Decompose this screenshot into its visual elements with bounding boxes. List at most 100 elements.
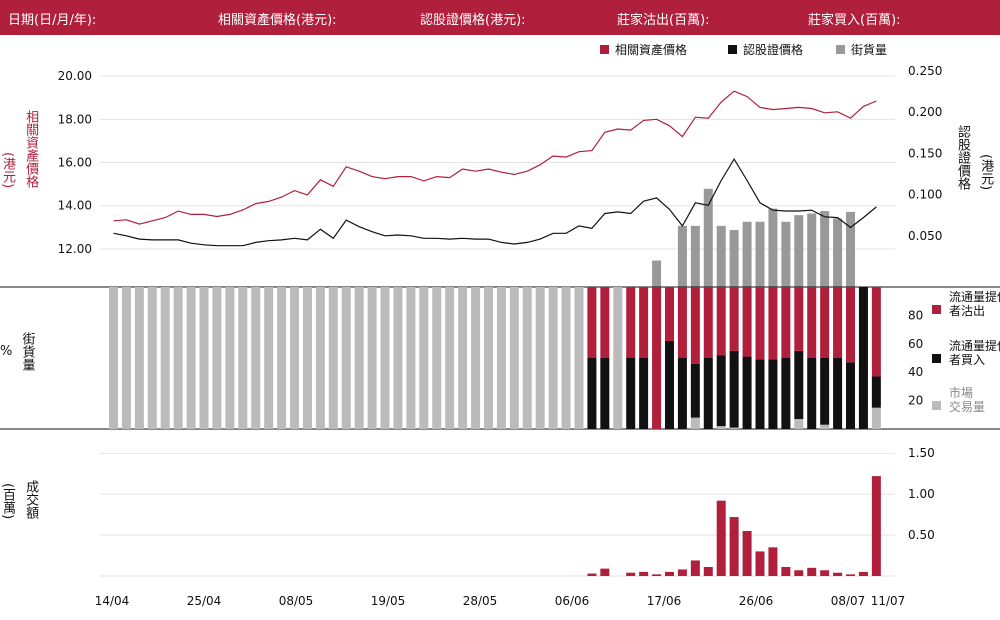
lp-buy-bar — [768, 359, 778, 429]
x-tick-label: 17/06 — [647, 594, 682, 608]
market-volume-bar — [277, 287, 287, 429]
lp-sell-bar — [677, 287, 687, 358]
mid-legend-label: 市場交易量 — [949, 385, 985, 414]
lp-sell-bar — [716, 287, 726, 356]
market-volume-bar — [535, 287, 545, 429]
lp-buy-bar — [600, 358, 610, 429]
x-tick-label: 08/05 — [279, 594, 314, 608]
top-right-tick: 0.100 — [908, 188, 942, 202]
outstanding-bar — [729, 230, 739, 287]
outstanding-bar — [820, 211, 830, 287]
lp-sell-bar — [703, 287, 713, 358]
market-volume-bar — [315, 287, 325, 429]
outstanding-bar — [716, 225, 726, 287]
outstanding-bar — [677, 225, 687, 287]
market-volume-bar — [458, 287, 468, 429]
outstanding-bar — [846, 211, 856, 287]
turnover-bar — [677, 569, 687, 576]
legend-swatch — [836, 45, 845, 54]
lp-sell-bar — [871, 287, 881, 377]
top-right-axis-title: 認股證價格 — [955, 125, 970, 190]
outstanding-bar — [652, 260, 662, 287]
market-volume-bar — [445, 287, 455, 429]
turnover-bar — [742, 530, 752, 576]
top-left-tick: 16.00 — [58, 156, 92, 170]
lp-buy-bar — [587, 358, 597, 429]
market-volume-bar — [561, 287, 571, 429]
top-left-tick: 12.00 — [58, 242, 92, 256]
market-volume-bar — [147, 287, 157, 429]
lp-sell-bar — [626, 287, 636, 358]
market-volume-bar — [134, 287, 144, 429]
turnover-bar — [600, 568, 610, 576]
outstanding-bar — [794, 215, 804, 287]
outstanding-bar — [833, 218, 843, 287]
market-volume-bar — [199, 287, 209, 429]
market-volume-bar — [302, 287, 312, 429]
turnover-bar — [794, 570, 804, 576]
lp-sell-bar — [587, 287, 597, 358]
lp-buy-bar — [755, 359, 765, 429]
market-volume-bar — [238, 287, 248, 429]
mid-left-axis-label: % 街貨量 — [0, 332, 35, 371]
mid-legend-swatch — [932, 401, 941, 410]
market-volume-bar — [522, 287, 532, 429]
market-volume-bar — [574, 287, 584, 429]
market-volume-bar — [173, 287, 183, 429]
market-volume-bar — [548, 287, 558, 429]
turnover-bar — [871, 476, 881, 576]
top-right-axis-unit: (港元) — [978, 153, 994, 190]
market-volume-bar — [509, 287, 519, 429]
market-volume-bar — [225, 287, 235, 429]
lp-sell-bar — [781, 287, 791, 358]
turnover-bar — [587, 573, 597, 576]
market-volume-bar — [380, 287, 390, 429]
top-right-tick: 0.200 — [908, 105, 942, 119]
market-volume-bar — [483, 287, 493, 429]
lp-sell-bar — [639, 287, 649, 358]
legend-label: 相關資產價格 — [615, 42, 687, 57]
lp-buy-bar — [703, 358, 713, 429]
market-volume-bar — [290, 287, 300, 429]
lp-buy-bar — [871, 376, 881, 408]
turnover-bar — [768, 547, 778, 576]
market-volume-bar — [613, 287, 623, 429]
market-volume-bar — [406, 287, 416, 429]
lp-sell-bar — [807, 287, 817, 358]
market-volume-bar — [367, 287, 377, 429]
bottom-right-tick: 1.50 — [908, 446, 935, 460]
market-volume-bar — [871, 407, 881, 429]
lp-buy-bar — [794, 350, 804, 420]
legend-label: 街貨量 — [851, 42, 887, 57]
market-volume-bar — [471, 287, 481, 429]
lp-sell-bar — [846, 287, 856, 363]
lp-sell-bar — [742, 287, 752, 357]
turnover-bar — [716, 500, 726, 576]
legend-label: 認股證價格 — [743, 42, 803, 57]
lp-sell-bar — [820, 287, 830, 358]
top-left-tick: 18.00 — [58, 112, 92, 126]
legend-swatch — [600, 45, 609, 54]
market-volume-bar — [496, 287, 506, 429]
turnover-bar — [820, 570, 830, 576]
mid-legend-swatch — [932, 354, 941, 363]
outstanding-bar — [807, 213, 817, 287]
bottom-right-tick: 1.00 — [908, 487, 935, 501]
x-tick-label: 26/06 — [739, 594, 774, 608]
turnover-bar — [639, 571, 649, 576]
header-sell-label: 莊家沽出(百萬): — [617, 13, 710, 28]
lp-sell-bar — [794, 287, 804, 351]
header-buy-label: 莊家買入(百萬): — [808, 13, 901, 28]
top-right-axis-label: 認股證價格 (港元) — [955, 125, 993, 194]
turnover-bar — [690, 560, 700, 576]
market-volume-bar — [160, 287, 170, 429]
top-left-tick: 14.00 — [58, 199, 92, 213]
mid-right-tick: 80 — [908, 308, 923, 322]
mid-right-tick: 20 — [908, 394, 923, 408]
lp-buy-bar — [729, 350, 739, 428]
lp-buy-bar — [639, 358, 649, 429]
underlying-price-line — [113, 90, 877, 225]
top-left-axis-unit: (港元) — [0, 151, 15, 188]
lp-buy-bar — [742, 356, 752, 429]
outstanding-bar — [690, 225, 700, 287]
